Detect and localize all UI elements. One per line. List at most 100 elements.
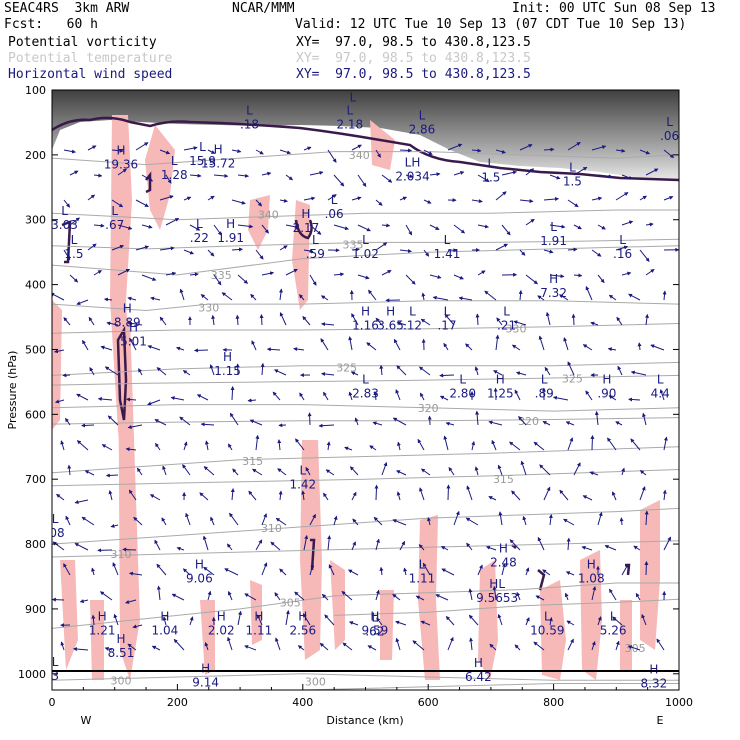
wind-vector — [589, 471, 599, 476]
wind-vector — [448, 466, 455, 476]
field-name-theta: Potential temperature — [8, 51, 173, 66]
wind-vector — [518, 289, 523, 301]
wind-vector — [477, 564, 483, 576]
extremum-kind: H — [160, 609, 169, 623]
wind-vector — [542, 569, 551, 576]
wind-vector — [302, 613, 311, 626]
extremum-value: .16 — [613, 247, 632, 261]
wind-vector — [423, 199, 432, 204]
wind-vector — [110, 523, 119, 528]
wind-vector — [320, 295, 329, 301]
wind-vector — [135, 142, 149, 151]
wind-vector — [630, 438, 641, 451]
wind-vector — [53, 349, 65, 354]
wind-vector — [309, 170, 324, 176]
stratosphere-shading — [52, 90, 679, 180]
org-label: NCAR/MMM — [232, 1, 295, 16]
theta-line — [52, 469, 679, 487]
wind-vector — [644, 313, 649, 326]
extremum-kind: LH — [405, 155, 421, 169]
theta-line — [52, 673, 679, 681]
wind-vector — [104, 366, 119, 376]
wind-vector — [278, 490, 283, 501]
extremum-value: 1.91 — [217, 231, 244, 245]
theta-line — [52, 361, 679, 376]
wind-vector — [453, 224, 466, 234]
extremum-kind: L — [350, 90, 357, 104]
wind-vector — [352, 518, 359, 526]
wind-vector — [567, 141, 581, 151]
wind-vector — [639, 195, 647, 201]
y-tick-label: 600 — [25, 408, 46, 421]
wind-vector — [221, 292, 233, 301]
extremum-kind: L — [299, 463, 306, 477]
wind-vector — [56, 493, 65, 501]
wind-vector — [203, 466, 215, 476]
extremum-kind: H — [361, 305, 370, 319]
extremum-value: .06 — [325, 207, 344, 221]
wind-vector — [465, 517, 479, 526]
wind-vector — [611, 491, 617, 501]
extremum-kind: L — [488, 157, 495, 171]
extremum-value: 9.5653 — [476, 591, 518, 605]
wind-vector — [548, 617, 553, 626]
wind-vector — [266, 347, 281, 352]
wind-vector — [474, 466, 479, 476]
wind-vector — [399, 148, 413, 153]
wind-vector — [260, 362, 265, 376]
wind-vector — [295, 438, 305, 451]
wind-vector — [285, 174, 294, 181]
wind-vector — [501, 224, 511, 236]
axes: 100 200 300 400 500 600 700 800 900 1000 0 200 400 60… — [18, 84, 693, 709]
wind-vector — [279, 198, 288, 203]
wind-vector — [619, 517, 624, 526]
wind-vector — [373, 391, 378, 401]
theta-label: 300 — [305, 676, 326, 689]
wind-vector — [348, 569, 359, 576]
wind-vector — [309, 224, 322, 235]
wind-vector — [351, 247, 360, 252]
wind-vector — [161, 517, 167, 526]
wind-vector — [525, 617, 530, 626]
wind-vector — [183, 441, 188, 451]
wind-vector — [471, 441, 476, 451]
wind-vector — [348, 336, 353, 351]
extremum-kind: H — [217, 609, 226, 623]
x-tick-label: 600 — [418, 696, 439, 709]
extremum-value: .89 — [535, 387, 554, 401]
extremum-kind: H — [116, 632, 125, 646]
extremum-value: 1.41 — [434, 247, 461, 261]
wind-vector — [257, 614, 263, 626]
wind-vector — [395, 620, 407, 626]
wind-vector — [52, 292, 65, 301]
wind-vector — [420, 318, 431, 326]
extremum-kind: H — [474, 656, 483, 670]
wind-vector — [511, 490, 521, 501]
extremum-value: 2.02 — [208, 623, 235, 637]
wind-vector — [639, 470, 647, 476]
wind-vector — [237, 224, 254, 229]
wind-vector — [545, 311, 551, 326]
wind-vector — [261, 224, 269, 234]
theta-label: 330 — [198, 301, 219, 314]
wind-vector — [81, 423, 95, 428]
field-name-wind: Horizontal wind speed — [8, 67, 173, 82]
wind-vector — [261, 271, 275, 276]
wind-vector — [113, 613, 119, 626]
wind-vector — [117, 224, 133, 230]
wind-vector — [74, 542, 89, 551]
extremum-kind: L — [171, 154, 178, 168]
extremum-kind: H — [123, 301, 132, 315]
wind-vector — [351, 196, 362, 201]
extremum-kind: L — [544, 609, 551, 623]
wind-vector — [67, 464, 72, 476]
wind-vector — [445, 421, 455, 426]
wind-vector — [189, 224, 201, 231]
y-tick-label: 900 — [25, 603, 46, 616]
wind-vector — [247, 398, 257, 403]
wind-vector — [350, 371, 359, 376]
wind-vector — [99, 591, 113, 601]
wind-vector — [644, 560, 649, 576]
wind-vector — [495, 149, 506, 154]
wind-vector — [136, 467, 143, 476]
